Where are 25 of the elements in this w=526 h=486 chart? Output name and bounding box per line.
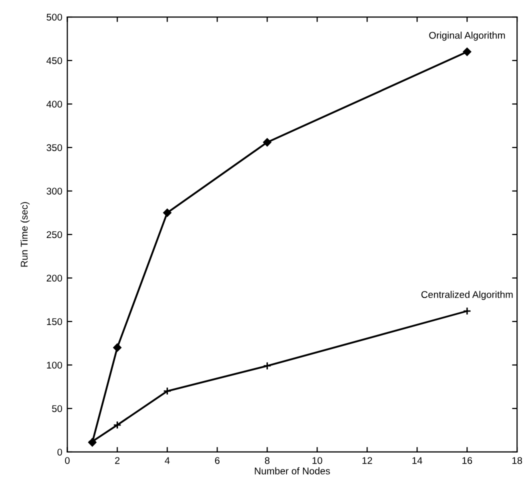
- x-tick-label: 2: [115, 457, 120, 464]
- y-tick-label: 100: [46, 362, 62, 369]
- y-tick-label: 400: [46, 100, 62, 108]
- x-tick-label: 14: [412, 457, 422, 464]
- x-tick-label: 18: [512, 457, 522, 464]
- y-tick-label: 350: [46, 144, 62, 152]
- x-axis-title: Number of Nodes: [254, 467, 330, 474]
- y-tick-label: 200: [46, 274, 62, 282]
- y-tick-label: 50: [52, 405, 62, 412]
- legend-label: Original Algorithm: [429, 32, 505, 41]
- series-label: Centralized Algorithm: [421, 290, 513, 300]
- y-tick-label: 500: [46, 14, 62, 21]
- x-tick-label: 8: [264, 457, 270, 464]
- x-tick-label: 12: [362, 457, 372, 464]
- x-tick-label: 0: [65, 457, 70, 464]
- y-tick-label: 150: [46, 318, 62, 326]
- x-tick-label: 4: [164, 457, 170, 464]
- x-tick-label: 6: [215, 457, 220, 464]
- x-tick-label: 10: [312, 457, 322, 464]
- y-axis-title: Run Time (sec): [20, 202, 30, 267]
- y-tick-label: 250: [46, 231, 62, 238]
- x-tick-label: 16: [462, 457, 472, 464]
- y-tick-label: 450: [46, 57, 62, 64]
- y-tick-label: 300: [46, 188, 62, 195]
- y-tick-label: 0: [57, 448, 62, 456]
